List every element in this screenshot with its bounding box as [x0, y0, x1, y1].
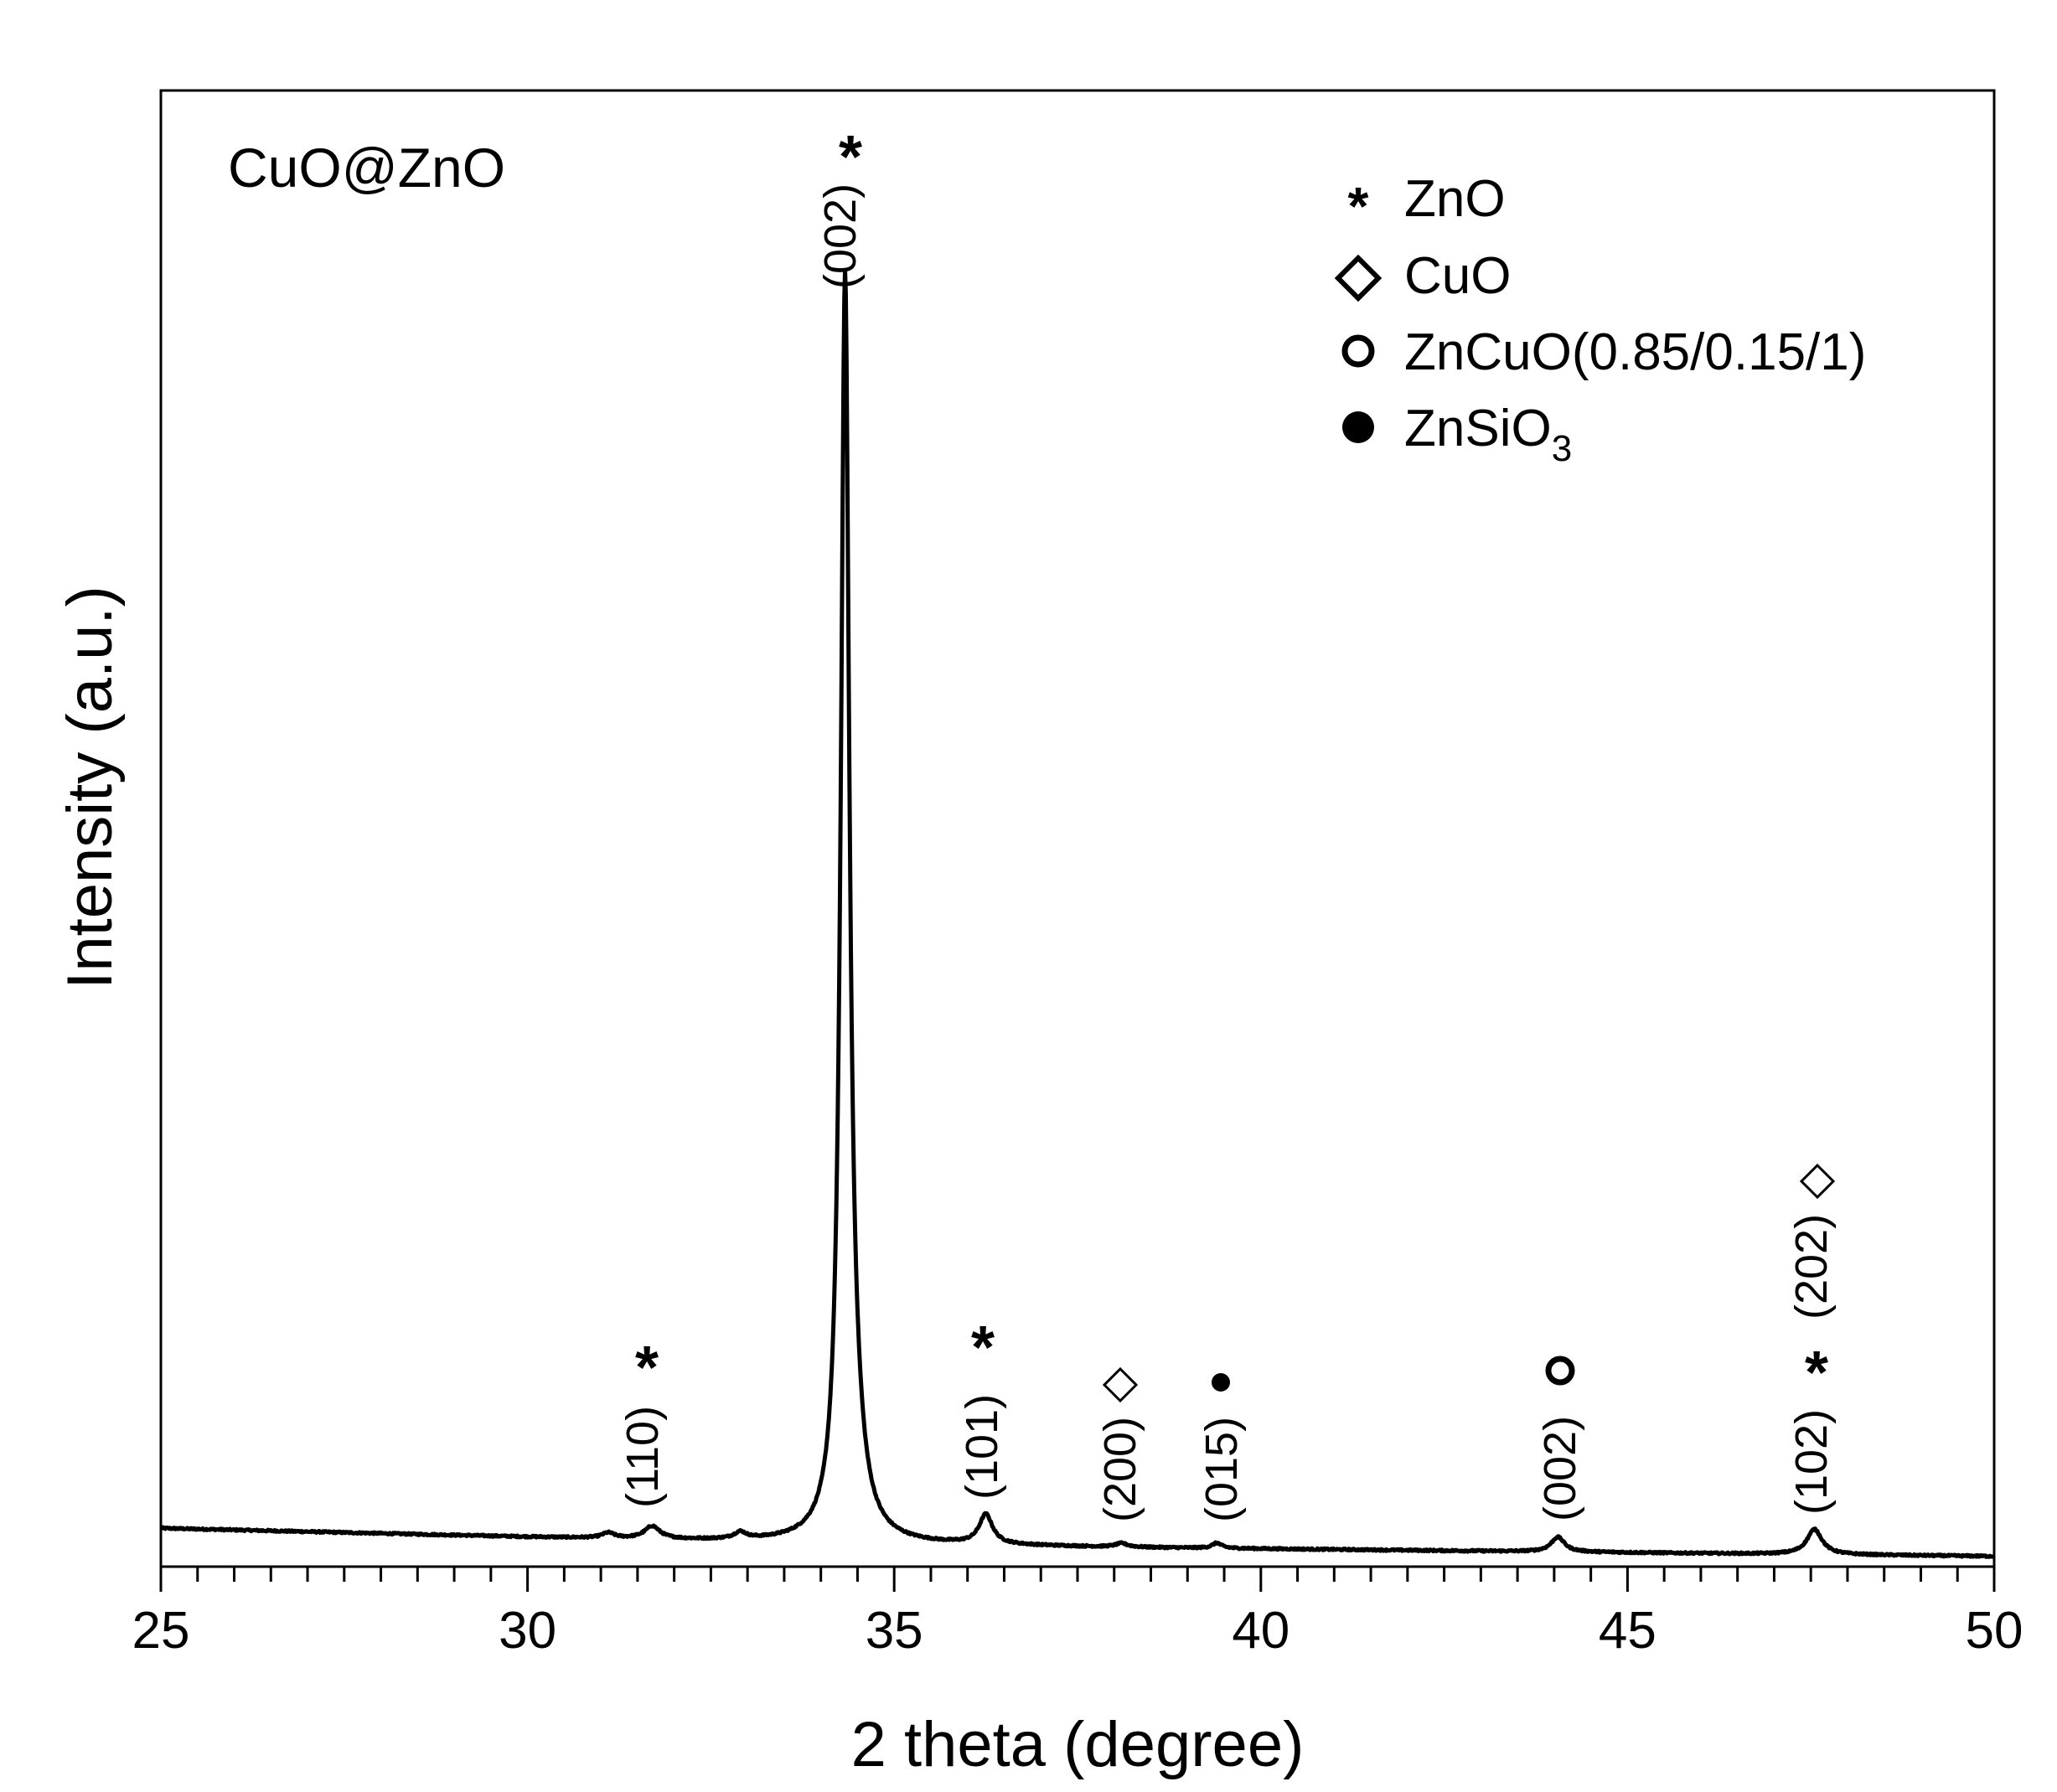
x-tick-label: 25 [132, 1602, 190, 1660]
legend-label: ZnSiO3 [1404, 400, 1572, 469]
filled-circle-icon [1212, 1373, 1230, 1392]
plot-frame [159, 89, 1996, 1568]
legend-item-cuo: CuO [1334, 247, 1511, 305]
legend-label-subscript: 3 [1552, 428, 1572, 469]
xrd-pattern-line [159, 267, 1996, 1559]
diamond-icon [1102, 1366, 1139, 1403]
peak-hkl-label: (202) [1786, 1214, 1837, 1319]
diamond-icon [1334, 254, 1383, 302]
peak-hkl-label: (200) [1095, 1417, 1145, 1522]
asterisk-icon: * [971, 1314, 995, 1381]
x-tick-label: 30 [499, 1602, 556, 1660]
diamond-icon [1799, 1163, 1836, 1200]
legend-label: ZnO [1404, 170, 1506, 228]
legend-label: CuO [1404, 247, 1511, 305]
x-axis-ticks [159, 1567, 1996, 1592]
asterisk-icon: * [1805, 1340, 1828, 1407]
legend-label-main: ZnSiO [1404, 400, 1552, 457]
open-circle-icon [1545, 1356, 1575, 1386]
peak-hkl-label: (002) [1535, 1416, 1585, 1521]
legend-label: ZnCuO(0.85/0.15/1) [1404, 323, 1866, 381]
legend-item-znsio3: ZnSiO3 [1342, 400, 1572, 469]
x-tick-label: 35 [866, 1602, 923, 1660]
open-circle-icon [1341, 334, 1375, 368]
legend: * ZnO CuO ZnCuO(0.85/0.15/1) ZnSiO3 [1334, 170, 1866, 469]
x-tick-label: 45 [1599, 1602, 1656, 1660]
peak-hkl-label: (101) [957, 1394, 1007, 1500]
x-axis-tick-labels: 25 30 35 40 45 50 [132, 1602, 2023, 1660]
filled-circle-icon [1342, 411, 1374, 443]
peak-hkl-label: (110) [618, 1406, 668, 1508]
sample-label: CuO@ZnO [228, 137, 505, 199]
peak-hkl-label: (015) [1196, 1417, 1247, 1522]
x-tick-label: 40 [1232, 1602, 1290, 1660]
asterisk-icon: * [635, 1335, 659, 1402]
x-axis-title: 2 theta (degree) [851, 1709, 1305, 1780]
legend-item-zncuo: ZnCuO(0.85/0.15/1) [1341, 323, 1866, 381]
asterisk-icon: * [839, 124, 862, 191]
x-tick-label: 50 [1966, 1602, 2023, 1660]
peak-hkl-label: (102) [1786, 1409, 1837, 1515]
peak-hkl-label: (002) [815, 183, 866, 289]
legend-item-zno: * ZnO [1348, 170, 1506, 236]
peak-annotations: (110)*(002)*(101)*(200) (015) (002) (102)*(… [618, 124, 1837, 1522]
asterisk-icon: * [1348, 176, 1369, 236]
y-axis-title: Intensity (a.u.) [54, 586, 126, 989]
